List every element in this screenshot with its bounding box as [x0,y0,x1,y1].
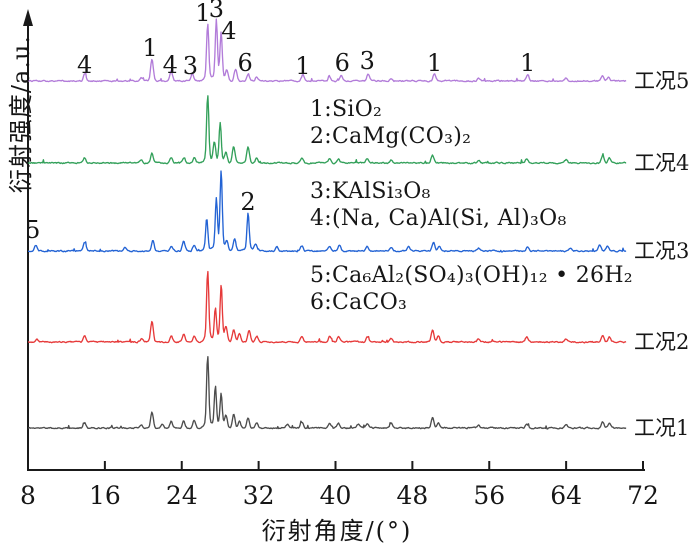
peak-annotation-3: 3 [360,47,375,75]
peak-annotation-3: 3 [183,52,198,80]
legend-item-5: 5:Ca₆Al₂(SO₄)₃(OH)₁₂ • 26H₂ [310,263,633,288]
peak-annotation-1: 1 [520,49,535,77]
y-axis-arrow-icon [23,9,33,26]
peak-annotation-3: 3 [209,0,224,23]
peak-annotation-4: 4 [221,17,236,45]
legend-item-6: 6:CaCO₃ [310,290,408,315]
trace-label-工况4: 工况4 [634,151,689,175]
x-tick-label: 32 [243,481,275,510]
y-axis-title: 衍射强度/a.u. [7,34,35,194]
peak-annotation-5: 5 [25,216,40,244]
peak-annotation-4: 4 [163,51,178,79]
peak-annotation-4: 4 [77,51,92,79]
y-axis [23,9,33,471]
x-tick-label: 64 [550,481,582,510]
trace-label-工况1: 工况1 [634,416,689,440]
trace-工况4 [27,95,627,165]
x-axis-title: 衍射角度/(°) [261,517,413,545]
peak-annotation-1: 1 [195,0,210,27]
trace-工况2 [28,270,627,344]
x-tick-label: 48 [396,481,428,510]
x-tick-label: 72 [627,481,659,510]
trace-label-工况5: 工况5 [634,69,689,93]
x-tick-label: 8 [20,481,36,510]
legend-item-2: 2:CaMg(CO₃)₂ [310,124,472,149]
trace-工况1 [27,356,627,430]
legend-item-1: 1:SiO₂ [310,97,383,122]
trace-label-工况3: 工况3 [634,239,689,263]
x-tick-label: 16 [89,481,121,510]
x-tick-label: 40 [320,481,352,510]
trace-工况5 [27,18,627,83]
legend-item-4: 4:(Na, Ca)Al(Si, Al)₃O₈ [310,206,567,231]
peak-annotation-1: 1 [427,49,442,77]
x-tick-label: 24 [166,481,198,510]
trace-label-工况2: 工况2 [634,330,689,354]
peak-annotation-6: 6 [335,49,350,77]
trace-工况3 [27,170,627,253]
peak-annotation-1: 1 [295,52,310,80]
x-tick-label: 56 [473,481,505,510]
peak-annotation-6: 6 [238,49,253,77]
peak-annotation-2: 2 [240,188,255,216]
legend-item-3: 3:KAlSi₃O₈ [310,179,431,204]
peak-annotation-1: 1 [142,34,157,62]
